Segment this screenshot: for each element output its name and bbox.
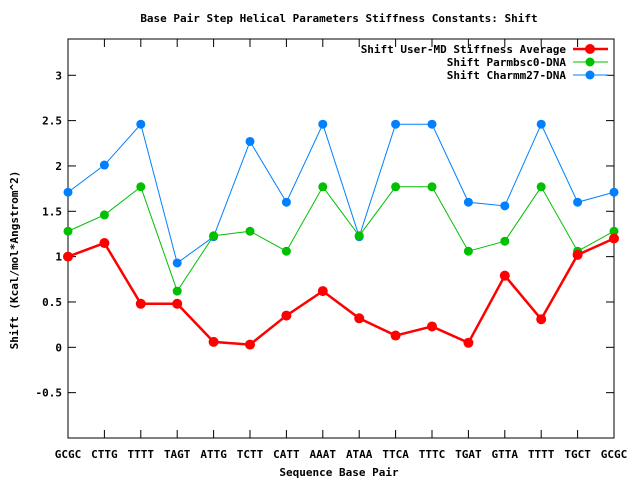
data-point [99,210,109,220]
y-tick-label: 1.5 [42,205,62,218]
data-point [281,310,292,321]
data-point [245,136,255,146]
data-point [427,321,437,332]
data-point [500,201,510,211]
legend-marker [585,70,595,80]
series-group [63,119,619,350]
data-point [500,236,510,246]
x-tick-label: CTTG [91,448,118,461]
data-point [63,251,73,262]
x-tick-label: TAGT [164,448,191,461]
x-tick-label: TTTT [528,448,555,461]
x-tick-label: TTTT [128,448,155,461]
data-point [572,249,583,260]
y-tick-label: 3 [55,69,62,82]
data-point [354,231,364,241]
chart-title: Base Pair Step Helical Parameters Stiffn… [140,12,537,25]
y-tick-label: -0.5 [36,387,63,400]
data-point [281,197,291,207]
x-tick-label: ATAA [346,448,373,461]
data-point [172,258,182,268]
x-tick-label: TGAT [455,448,482,461]
ticks: -0.5 0 0.5 1 1.5 2 2.5 3 GCGC CTTG TTTT TAGT ATTG TCT… [36,39,628,461]
data-point [99,238,110,249]
data-point [208,336,219,347]
y-axis-label: Shift (Kcal/mol*Angstrom^2) [8,171,21,350]
x-tick-label: GCGC [601,448,628,461]
data-point [463,337,474,348]
data-point [609,187,619,197]
y-tick-label: 1 [55,251,62,264]
data-point [391,119,401,129]
data-point [463,197,473,207]
data-point [317,286,328,297]
data-point [536,119,546,129]
data-point [427,182,437,192]
y-tick-label: 2 [55,160,62,173]
data-point [463,246,473,256]
x-tick-label: ATTG [200,448,227,461]
legend-marker [585,44,595,54]
data-point [245,226,255,236]
y-tick-label: 0 [55,341,62,354]
data-point [63,187,73,197]
data-point [390,330,401,341]
legend-marker [585,57,595,67]
x-tick-label: AAAT [310,448,337,461]
data-point [135,298,146,309]
data-point [318,119,328,129]
series-3 [63,119,619,268]
x-tick-label: CATT [273,448,300,461]
data-point [609,226,619,236]
series-2 [63,182,619,296]
data-point [354,313,365,324]
x-axis-label: Sequence Base Pair [279,466,399,479]
data-point [536,314,547,325]
plot-frame [67,38,615,439]
data-point [573,197,583,207]
data-point [172,286,182,296]
x-tick-label: GCGC [55,448,82,461]
y-tick-label: 0.5 [42,296,62,309]
x-tick-label: GTTA [492,448,519,461]
series-line [67,237,615,346]
x-tick-label: TTCA [382,448,409,461]
data-point [63,226,73,236]
data-point [136,119,146,129]
data-point [99,160,109,170]
legend-label: Shift User-MD Stiffness Average [361,43,567,56]
series-1 [63,233,619,350]
x-tick-label: TGCT [564,448,591,461]
x-tick-label: TTTC [419,448,446,461]
data-point [536,182,546,192]
data-point [209,231,219,241]
data-point [427,119,437,129]
data-point [136,182,146,192]
data-point [172,298,183,309]
data-point [318,182,328,192]
series-line [67,122,615,264]
data-point [245,339,255,350]
data-point [609,233,619,244]
data-point [281,246,291,256]
legend-label: Shift Parmbsc0-DNA [447,56,567,69]
data-point [391,182,401,192]
x-tick-label: TCTT [237,448,264,461]
data-point [499,270,510,281]
legend-label: Shift Charmm27-DNA [447,69,567,82]
y-tick-label: 2.5 [42,115,62,128]
series-line [67,185,615,293]
